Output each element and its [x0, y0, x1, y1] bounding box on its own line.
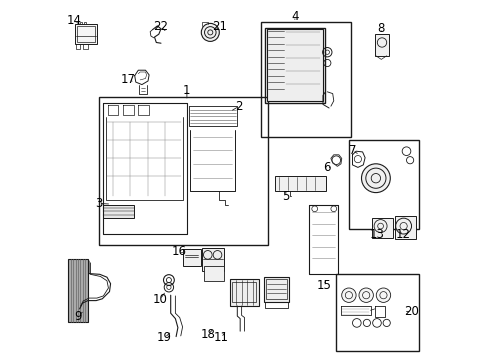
Text: 20: 20 [404, 305, 419, 318]
Text: 21: 21 [212, 21, 227, 33]
Bar [348, 140, 418, 229]
Circle shape [361, 164, 389, 193]
Bar [266, 29, 322, 101]
Text: 10: 10 [152, 293, 167, 306]
Text: 2: 2 [235, 100, 243, 113]
Bar [230, 279, 258, 306]
Text: 15: 15 [316, 279, 330, 292]
Bar [68, 259, 88, 322]
Text: 1: 1 [183, 84, 190, 96]
Bar [374, 34, 388, 56]
Text: 9: 9 [74, 310, 82, 323]
Bar [77, 26, 95, 42]
Bar [265, 28, 324, 103]
Text: 5: 5 [282, 190, 289, 203]
Text: 22: 22 [153, 21, 168, 33]
Bar [275, 176, 325, 191]
Text: 13: 13 [369, 228, 384, 241]
Bar [264, 277, 289, 302]
Text: 11: 11 [213, 331, 228, 344]
Bar [75, 24, 97, 44]
Bar [183, 249, 200, 266]
Circle shape [201, 23, 219, 41]
Bar [265, 279, 286, 299]
Bar [103, 205, 134, 218]
Text: 17: 17 [121, 73, 136, 86]
Bar [202, 248, 224, 271]
Circle shape [375, 288, 390, 302]
Circle shape [358, 288, 373, 302]
Circle shape [341, 288, 355, 302]
Text: 19: 19 [157, 331, 172, 344]
Text: 12: 12 [395, 228, 409, 241]
Bar [99, 97, 267, 245]
Text: 18: 18 [200, 328, 215, 341]
Text: 6: 6 [322, 161, 330, 174]
Bar [394, 216, 415, 239]
Bar [260, 22, 350, 137]
Text: 4: 4 [290, 10, 298, 23]
Bar [371, 218, 392, 238]
Text: 14: 14 [67, 14, 82, 27]
Bar [336, 274, 418, 351]
Bar [204, 266, 224, 281]
Bar [231, 282, 256, 302]
Text: 7: 7 [348, 144, 356, 157]
Text: 8: 8 [377, 22, 384, 35]
Text: 16: 16 [171, 245, 186, 258]
Text: 3: 3 [95, 197, 102, 210]
